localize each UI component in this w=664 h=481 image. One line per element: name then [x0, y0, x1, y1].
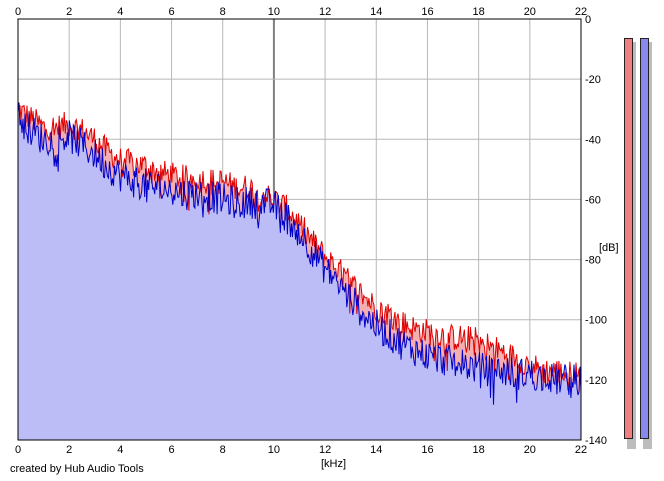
x-tick-label-top: 2 [66, 6, 72, 18]
y-tick-label: -60 [585, 194, 601, 206]
x-tick-label-bottom: 6 [168, 444, 174, 456]
x-tick-label-top: 14 [370, 6, 382, 18]
y-tick-label: 0 [585, 14, 591, 26]
series-areas [18, 102, 581, 440]
x-tick-label-top: 18 [473, 6, 485, 18]
x-tick-label-top: 0 [15, 6, 21, 18]
y-axis-right-ticks: 0 -20 -40 -60 -80 -100 -120 -140 [585, 14, 607, 447]
y-tick-label: -140 [585, 435, 607, 447]
series-1-area [18, 102, 581, 440]
series-lines [17, 102, 582, 405]
x-tick-label-bottom: 12 [319, 444, 331, 456]
x-tick-label-top: 10 [268, 6, 280, 18]
x-tick-label-bottom: 8 [220, 444, 226, 456]
x-tick-label-top: 16 [421, 6, 433, 18]
y-tick-label: -20 [585, 74, 601, 86]
x-tick-label-bottom: 20 [524, 444, 536, 456]
x-tick-label-top: 8 [220, 6, 226, 18]
x-tick-label-bottom: 4 [117, 444, 123, 456]
x-tick-label-bottom: 16 [421, 444, 433, 456]
x-tick-label-top: 20 [524, 6, 536, 18]
y-tick-label: -120 [585, 375, 607, 387]
y-tick-label: -100 [585, 315, 607, 327]
x-tick-label-bottom: 2 [66, 444, 72, 456]
x-tick-label-top: 6 [168, 6, 174, 18]
x-tick-label-top: 12 [319, 6, 331, 18]
x-tick-label-top: 4 [117, 6, 123, 18]
right-level-meter [640, 38, 649, 439]
x-tick-label-bottom: 0 [15, 444, 21, 456]
y-tick-label: -40 [585, 134, 601, 146]
left-level-meter [624, 38, 633, 439]
plot-frame [17, 18, 582, 441]
x-tick-label-bottom: 10 [268, 444, 280, 456]
x-tick-label-bottom: 18 [473, 444, 485, 456]
x-axis-bottom-ticks: 0 2 4 6 8 10 12 14 16 18 20 22 [15, 444, 587, 456]
x-axis-unit-label: [kHz] [321, 458, 346, 470]
series-0-line [17, 104, 582, 391]
series-1-line [17, 102, 582, 405]
x-axis-top-ticks: 0 2 4 6 8 10 12 14 16 18 20 22 [15, 6, 587, 18]
x-tick-label-top: 22 [575, 6, 587, 18]
credit-text: created by Hub Audio Tools [10, 463, 144, 475]
y-tick-label: -80 [585, 255, 601, 267]
y-axis-unit-label: [dB] [599, 242, 619, 254]
x-tick-label-bottom: 14 [370, 444, 382, 456]
x-tick-label-bottom: 22 [575, 444, 587, 456]
